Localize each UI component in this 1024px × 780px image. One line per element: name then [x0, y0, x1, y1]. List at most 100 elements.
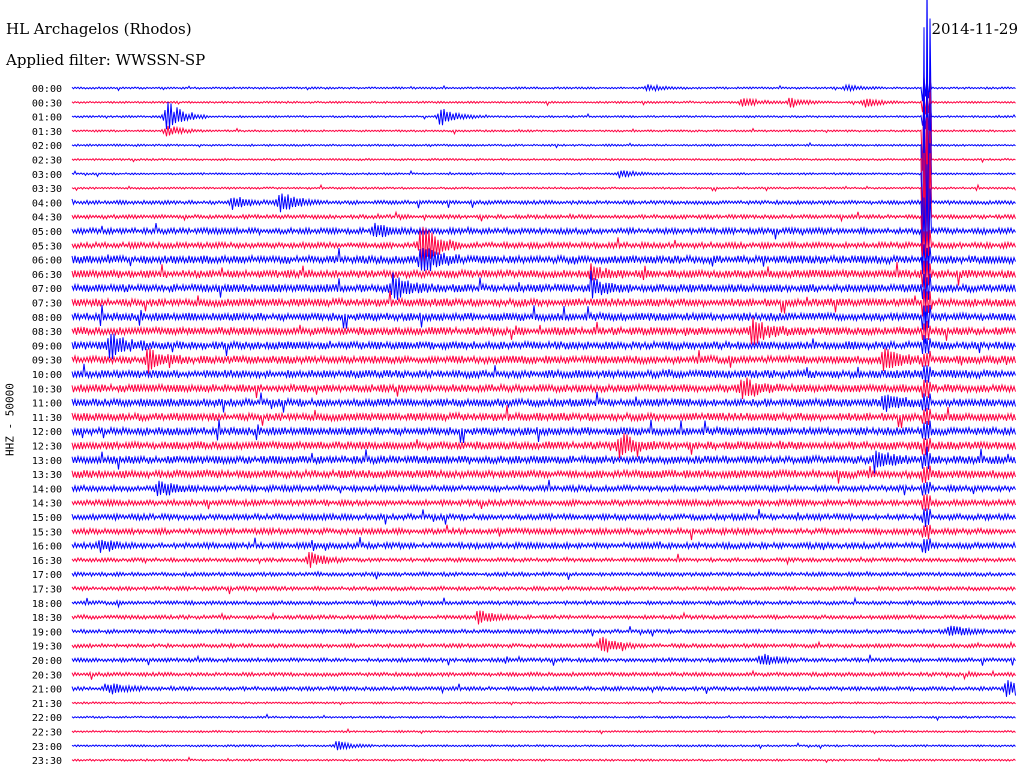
row-label: 17:00 — [32, 570, 62, 581]
trace-line — [71, 226, 1016, 271]
trace-line — [71, 391, 1016, 413]
row-label: 16:00 — [32, 542, 62, 553]
row-label: 05:00 — [32, 227, 62, 238]
row-label: 14:00 — [32, 484, 62, 495]
trace-line — [71, 304, 1016, 331]
trace-line — [71, 585, 1016, 595]
row-label: 13:30 — [32, 470, 62, 481]
row-label: 13:00 — [32, 456, 62, 467]
trace-line — [71, 433, 1016, 459]
trace-line — [71, 465, 1016, 484]
row-label: 23:00 — [32, 742, 62, 753]
trace-line — [71, 0, 1016, 344]
trace-line — [71, 756, 1016, 764]
row-label: 15:30 — [32, 527, 62, 538]
trace-line — [71, 680, 1016, 697]
trace-line — [71, 260, 1016, 290]
trace-line — [71, 363, 1016, 383]
trace-line — [71, 103, 1016, 231]
trace-line — [71, 117, 1016, 262]
row-label: 12:00 — [32, 427, 62, 438]
trace-line — [71, 270, 1016, 305]
trace-line — [71, 377, 1016, 400]
trace-line — [71, 610, 1016, 625]
trace-line — [71, 101, 1016, 131]
row-label: 16:30 — [32, 556, 62, 567]
trace-line — [71, 419, 1016, 444]
row-label: 09:00 — [32, 341, 62, 352]
trace-layer — [71, 0, 1016, 764]
row-label: 11:30 — [32, 413, 62, 424]
row-label: 07:30 — [32, 299, 62, 310]
row-label: 23:30 — [32, 756, 62, 767]
trace-line — [71, 152, 1016, 277]
row-label: 03:30 — [32, 184, 62, 195]
trace-line — [71, 173, 1016, 276]
trace-line — [71, 551, 1016, 568]
row-label: 10:30 — [32, 384, 62, 395]
date-label: 2014-11-29 — [931, 20, 1018, 38]
trace-line — [71, 636, 1016, 653]
row-label: 12:30 — [32, 442, 62, 453]
row-label: 00:30 — [32, 98, 62, 109]
trace-line — [71, 728, 1016, 735]
row-label: 09:30 — [32, 356, 62, 367]
row-label: 04:30 — [32, 213, 62, 224]
trace-line — [71, 524, 1016, 541]
trace-line — [71, 494, 1016, 511]
row-label: 17:30 — [32, 585, 62, 596]
trace-line — [71, 596, 1016, 609]
row-label: 20:30 — [32, 670, 62, 681]
row-label: 06:30 — [32, 270, 62, 281]
trace-line — [71, 653, 1016, 666]
trace-line — [71, 713, 1016, 722]
row-label: 21:00 — [32, 685, 62, 696]
row-label: 07:00 — [32, 284, 62, 295]
row-label: 04:00 — [32, 198, 62, 209]
row-label: 19:30 — [32, 642, 62, 653]
trace-line — [71, 75, 1016, 102]
row-label: 01:30 — [32, 127, 62, 138]
trace-line — [71, 317, 1016, 345]
row-label: 19:00 — [32, 627, 62, 638]
trace-line — [71, 508, 1016, 528]
row-label-layer: 00:00 00:30 01:00 01:30 02:00 02:30 03:00 03:30… — [32, 84, 62, 767]
row-label: 03:00 — [32, 170, 62, 181]
row-label: 02:30 — [32, 156, 62, 167]
row-label: 08:00 — [32, 313, 62, 324]
row-label: 14:30 — [32, 499, 62, 510]
trace-line — [71, 289, 1016, 317]
trace-line — [71, 333, 1016, 360]
row-label: 18:30 — [32, 613, 62, 624]
trace-line — [71, 570, 1016, 580]
trace-line — [71, 134, 1016, 261]
trace-line — [71, 446, 1016, 474]
trace-line — [71, 405, 1016, 429]
trace-line — [71, 741, 1016, 751]
row-label: 05:30 — [32, 241, 62, 252]
trace-line — [71, 479, 1016, 497]
row-label: 08:30 — [32, 327, 62, 338]
row-label: 00:00 — [32, 84, 62, 95]
row-label: 18:00 — [32, 599, 62, 610]
row-label: 22:00 — [32, 713, 62, 724]
row-label: 15:00 — [32, 513, 62, 524]
row-label: 22:30 — [32, 728, 62, 739]
row-label: 21:30 — [32, 699, 62, 710]
trace-line — [71, 700, 1016, 706]
trace-line — [71, 348, 1016, 374]
trace-line — [71, 625, 1016, 637]
trace-line — [71, 93, 1016, 115]
trace-line — [71, 244, 1016, 276]
trace-line — [71, 67, 1016, 194]
row-label: 11:00 — [32, 399, 62, 410]
row-label: 02:00 — [32, 141, 62, 152]
filter-label: Applied filter: WWSSN-SP — [6, 51, 206, 69]
trace-line — [71, 92, 1016, 235]
trace-line — [71, 537, 1016, 554]
row-label: 10:00 — [32, 370, 62, 381]
station-title: HL Archagelos (Rhodos) — [6, 20, 192, 38]
row-label: 06:00 — [32, 256, 62, 267]
trace-line — [71, 669, 1016, 681]
